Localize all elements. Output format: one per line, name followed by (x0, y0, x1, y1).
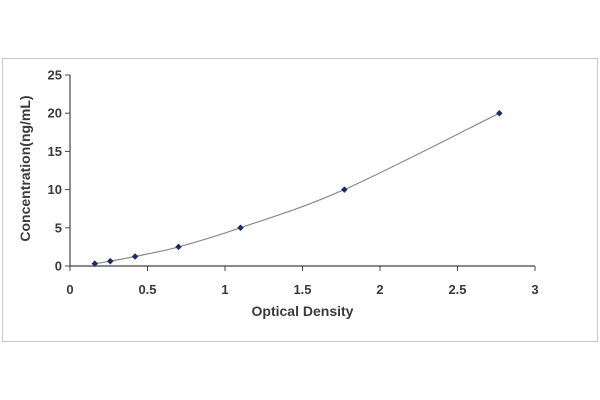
x-tick-label: 2 (376, 282, 383, 297)
data-points (91, 109, 503, 267)
data-point (107, 257, 114, 265)
y-tick-label: 5 (55, 220, 62, 235)
y-tick-label: 15 (48, 144, 62, 159)
x-tick-label: 3 (531, 282, 538, 297)
y-ticks: 0 5 10 15 20 25 (48, 68, 70, 274)
x-axis-title: Optical Density (252, 303, 354, 319)
data-point (131, 253, 139, 260)
y-tick-label: 25 (48, 68, 62, 83)
y-tick-label: 10 (48, 182, 62, 197)
data-point (91, 260, 99, 267)
y-axis-title: Concentration(ng/mL) (17, 95, 33, 241)
y-tick-label: 20 (48, 106, 62, 121)
x-tick-label: 2.5 (448, 282, 466, 297)
chart-frame (2, 58, 598, 342)
x-tick-label: 1 (221, 282, 228, 297)
data-point (496, 109, 503, 117)
x-tick-label: 0 (66, 282, 73, 297)
x-tick-label: 0.5 (138, 282, 156, 297)
x-ticks: 0 0.5 1 1.5 2 2.5 3 (66, 266, 539, 297)
x-tick-label: 1.5 (293, 282, 311, 297)
axes (69, 75, 535, 267)
data-point (341, 186, 348, 193)
fit-curve (94, 112, 500, 265)
y-tick-label: 0 (55, 259, 62, 274)
data-point (175, 243, 182, 251)
data-point (237, 224, 244, 232)
